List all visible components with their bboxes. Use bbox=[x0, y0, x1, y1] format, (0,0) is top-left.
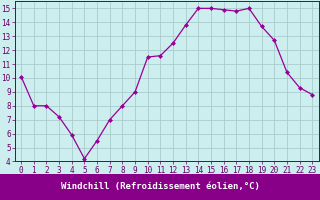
Text: Windchill (Refroidissement éolien,°C): Windchill (Refroidissement éolien,°C) bbox=[60, 182, 260, 192]
